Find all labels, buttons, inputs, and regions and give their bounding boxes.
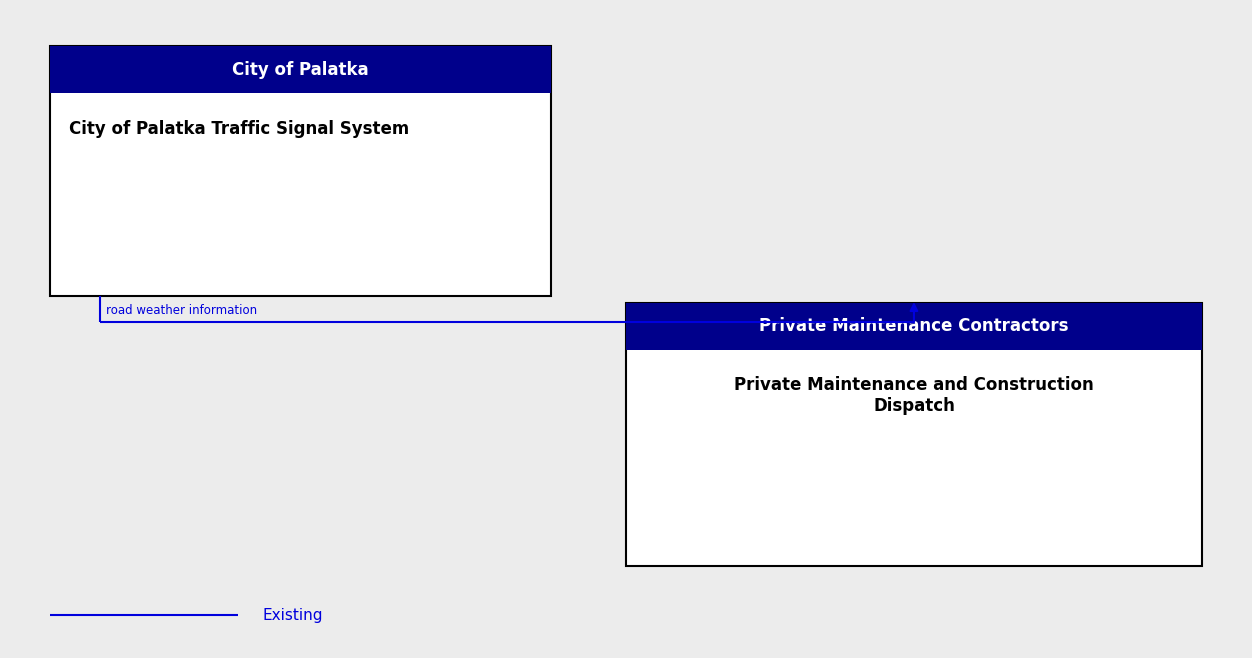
Bar [626,303,1202,566]
Text: Private Maintenance Contractors: Private Maintenance Contractors [759,317,1069,336]
Bar [50,46,551,296]
Bar [50,46,551,93]
Text: City of Palatka Traffic Signal System: City of Palatka Traffic Signal System [69,120,409,138]
Text: Existing: Existing [263,608,323,622]
Bar [626,303,1202,350]
Text: road weather information: road weather information [106,304,258,317]
Text: City of Palatka: City of Palatka [232,61,369,79]
Text: Private Maintenance and Construction
Dispatch: Private Maintenance and Construction Dis… [734,376,1094,415]
